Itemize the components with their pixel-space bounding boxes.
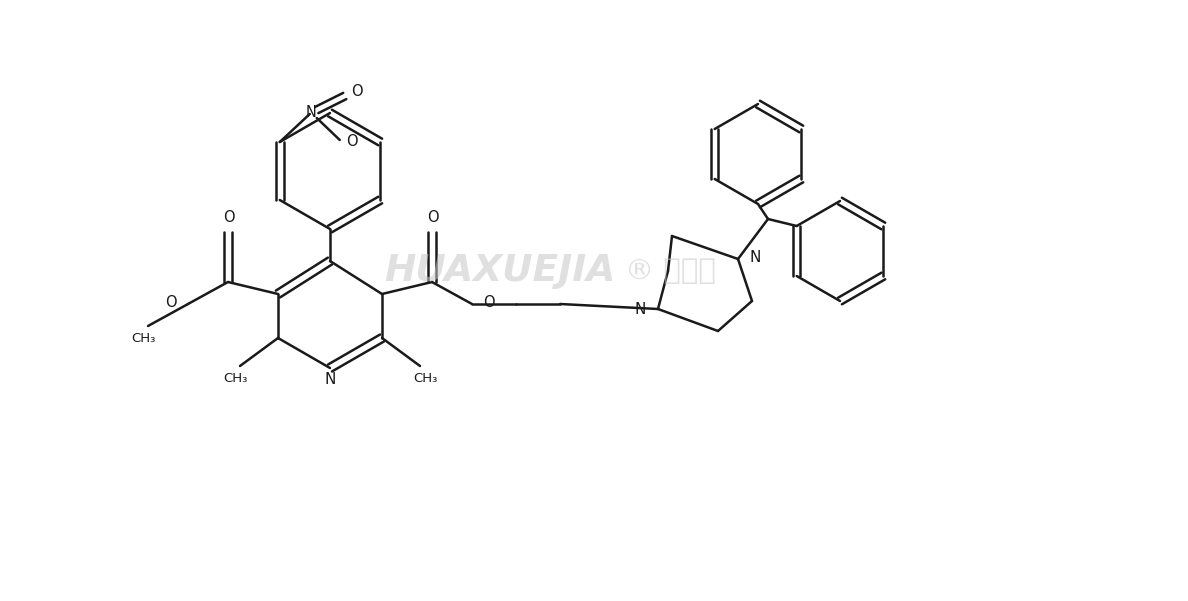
Text: ® 化学加: ® 化学加 bbox=[625, 257, 715, 285]
Text: O: O bbox=[350, 85, 362, 100]
Text: O: O bbox=[346, 135, 358, 150]
Text: N: N bbox=[324, 373, 336, 388]
Text: N: N bbox=[305, 106, 316, 120]
Text: N: N bbox=[634, 302, 646, 317]
Text: CH₃: CH₃ bbox=[223, 371, 247, 385]
Text: N: N bbox=[750, 251, 762, 266]
Text: HUAXUEJIA: HUAXUEJIA bbox=[385, 253, 615, 289]
Text: O: O bbox=[223, 210, 235, 225]
Text: CH₃: CH₃ bbox=[131, 332, 156, 344]
Text: O: O bbox=[484, 296, 494, 311]
Text: O: O bbox=[165, 296, 177, 311]
Text: CH₃: CH₃ bbox=[412, 371, 437, 385]
Text: O: O bbox=[428, 210, 438, 225]
